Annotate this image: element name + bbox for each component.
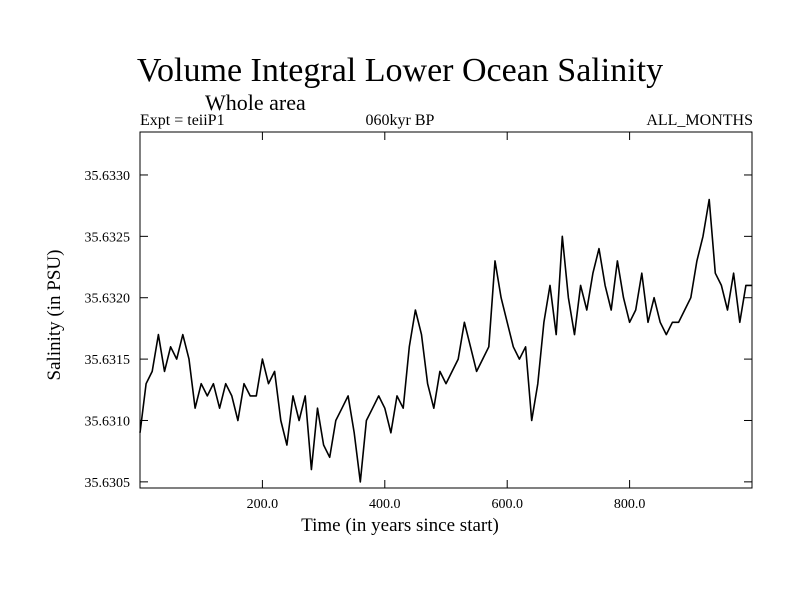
experiment-label: Expt = teiiP1 — [140, 112, 225, 129]
period-label: 060kyr BP — [365, 112, 435, 129]
y-tick-label: 35.6330 — [85, 169, 131, 184]
chart-title: Volume Integral Lower Ocean Salinity — [136, 52, 664, 89]
x-tick-label: 400.0 — [369, 497, 401, 512]
x-tick-label: 200.0 — [247, 497, 279, 512]
y-tick-label: 35.6310 — [85, 414, 131, 429]
y-tick-label: 35.6325 — [85, 230, 131, 245]
chart-subtitle: Whole area — [205, 90, 306, 115]
x-tick-label: 600.0 — [491, 497, 523, 512]
x-tick-label: 800.0 — [614, 497, 646, 512]
series-group — [139, 198, 752, 483]
axis-ticks: 200.0 400.0 600.0 800.0 35.6305 35.6310 35.631… — [85, 132, 752, 512]
y-tick-label: 35.6315 — [85, 353, 131, 368]
plot-frame — [139, 131, 753, 489]
salinity-series-line — [139, 198, 752, 483]
months-label: ALL_MONTHS — [646, 112, 753, 129]
y-tick-label: 35.6320 — [85, 292, 131, 307]
y-tick-label: 35.6305 — [85, 476, 131, 491]
x-axis-label: Time (in years since start) — [301, 515, 499, 536]
